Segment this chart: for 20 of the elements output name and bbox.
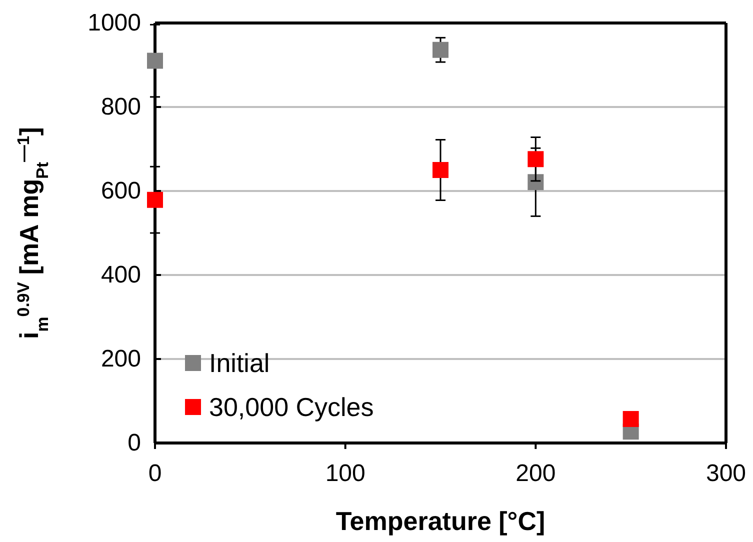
point xyxy=(147,52,163,69)
point xyxy=(622,411,639,428)
y-tick-label: 400 xyxy=(100,262,141,289)
point xyxy=(147,192,163,208)
y-tick-label: 200 xyxy=(100,346,141,373)
y-tick-label: 1000 xyxy=(88,10,141,37)
legend-label: Initial xyxy=(209,348,270,378)
legend-label: 30,000 Cycles xyxy=(209,392,374,422)
y-tick-label: 800 xyxy=(100,94,141,121)
point xyxy=(432,162,448,178)
y-tick-label: 600 xyxy=(100,178,141,205)
y-tick-label: 0 xyxy=(128,430,141,457)
point xyxy=(528,151,544,168)
point xyxy=(528,174,544,190)
x-tick-label: 0 xyxy=(148,460,162,487)
x-tick-label: 100 xyxy=(325,460,366,487)
point xyxy=(432,42,448,58)
x-tick-label: 300 xyxy=(706,460,746,487)
x-axis-title: Temperature [°C] xyxy=(336,506,546,536)
x-tick-label: 200 xyxy=(516,460,556,487)
